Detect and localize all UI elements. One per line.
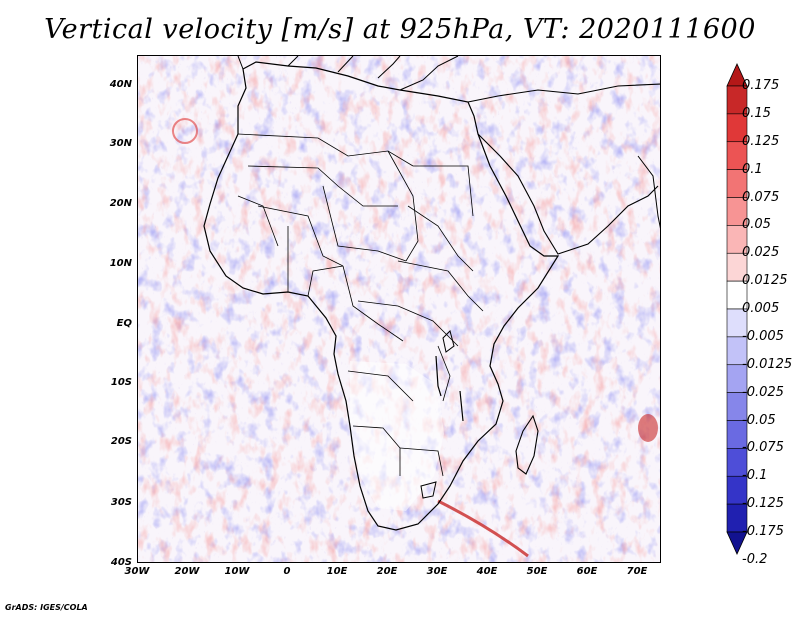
colorbar-level-label: -0.025 [742,384,784,400]
africa-coastline [203,61,560,531]
colorbar-level-label: 0.025 [742,245,780,261]
colorbar-level-label: -0.0125 [742,356,793,372]
country-border [322,185,407,262]
country-border [247,165,398,207]
europe-coastline [237,56,459,91]
software-credit: GrADS: IGES/COLA [5,603,88,612]
calm-region [350,361,444,511]
country-border [399,447,444,477]
lon-tick-label: 20W [174,566,200,577]
lon-tick-label: 30E [426,566,448,577]
vertical-velocity-field [138,56,660,562]
country-border [413,165,474,217]
colorbar-level-label: 0.15 [742,105,771,121]
chart-title: Vertical velocity [m/s] at 925hPa, VT: 2… [44,14,756,45]
country-border [352,425,401,476]
india-coastline [637,155,660,229]
lat-tick-label: 10S [110,377,132,388]
country-border [257,205,344,267]
colorbar-level-label: 0.05 [742,217,771,233]
colorbar-level-label: -0.05 [742,412,776,428]
lon-tick-label: 60E [576,566,598,577]
colorbar-level-label: -0.1 [742,468,768,484]
lat-tick-label: 40N [109,79,132,90]
lake-malawi [459,390,464,422]
colorbar-bottom-arrow [726,531,748,555]
country-border [357,300,459,347]
colorbar-level-label: -0.075 [742,440,784,456]
colorbar [726,63,748,555]
country-border [307,265,344,297]
lon-tick-label: 10E [326,566,348,577]
lon-tick-label: 30W [124,566,150,577]
lat-tick-label: 10N [109,258,132,269]
country-border [397,260,484,312]
lake-tanganyika [435,355,442,397]
lat-tick-label: EQ [116,318,132,329]
lake-victoria [442,330,455,353]
colorbar-level-label: 0.0125 [742,273,788,289]
country-border [407,205,474,272]
lat-tick-label: 20N [109,198,132,209]
lon-tick-label: 10W [224,566,250,577]
map-panel [137,55,661,563]
colorbar-level-label: 0.125 [742,133,780,149]
colorbar-level-label: -0.175 [742,524,784,539]
colorbar-level-label: 0.075 [742,189,780,205]
country-border [342,265,404,342]
lat-tick-label: 30N [109,138,132,149]
country-border [237,195,279,247]
country-border [237,133,414,167]
lon-tick-label: 70E [626,566,648,577]
colorbar-level-label: 0.1 [742,161,763,177]
lon-tick-label: 0 [283,566,291,577]
country-border [387,150,419,262]
colorbar-level-label: -0.125 [742,496,784,512]
lon-tick-label: 50E [526,566,548,577]
lon-tick-label: 40E [476,566,498,577]
colorbar-level-label: -0.2 [742,551,768,567]
lat-tick-label: 40S [110,557,132,568]
colorbar-level-label: 0.175 [742,78,780,93]
arabia-coastline [467,83,660,255]
lat-tick-label: 20S [110,436,132,447]
lat-tick-label: 30S [110,497,132,508]
cyclone-feature [638,414,658,442]
country-border [437,345,451,402]
lesotho-outline [420,481,437,499]
convergence-line [437,499,529,558]
lon-tick-label: 20E [376,566,398,577]
atlantic-vortex [172,118,198,144]
colorbar-level-label: 0.005 [742,301,780,316]
colorbar-level-label: -0.005 [742,328,784,344]
country-border [347,370,414,402]
madagascar-outline [515,414,539,475]
